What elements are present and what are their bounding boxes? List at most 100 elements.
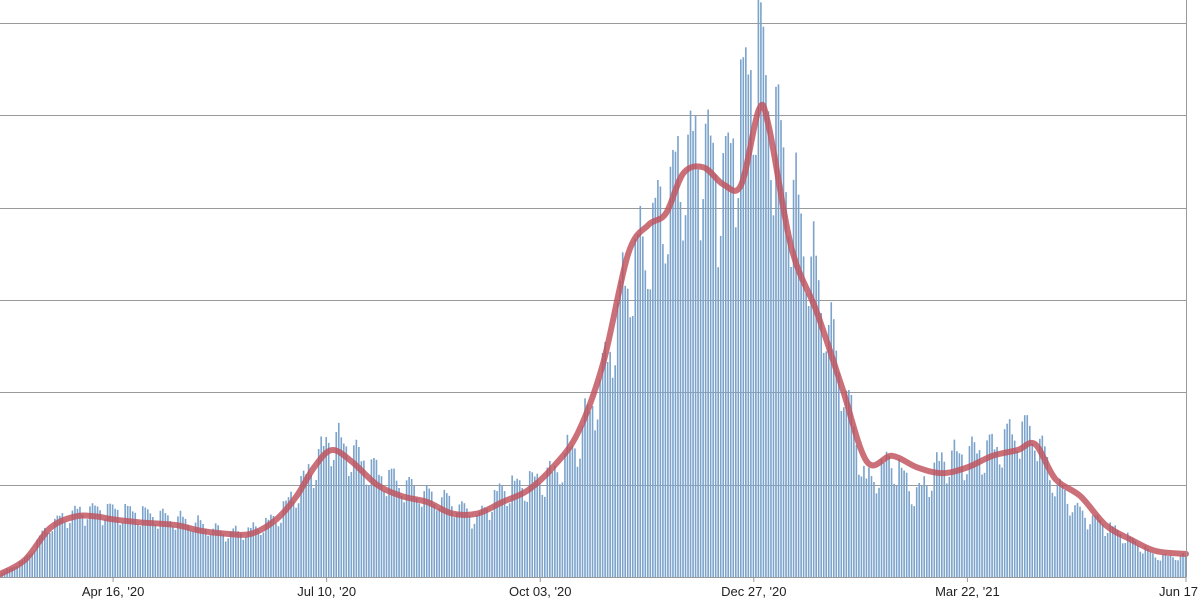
bar	[398, 488, 400, 577]
bar	[403, 502, 405, 577]
bar	[23, 557, 26, 577]
bar	[290, 491, 292, 577]
bar	[662, 244, 664, 577]
bar	[810, 256, 812, 577]
bar	[365, 484, 368, 577]
bar	[1121, 543, 1124, 577]
bar	[611, 377, 614, 577]
bar	[179, 510, 182, 577]
bar	[920, 485, 923, 577]
bar	[576, 466, 579, 577]
bar	[415, 498, 418, 577]
x-tick-label: Mar 22, '21	[935, 584, 1000, 599]
bar	[483, 507, 486, 577]
bar	[131, 511, 134, 577]
bar	[1033, 450, 1036, 577]
bar	[910, 504, 913, 577]
bar	[569, 447, 571, 577]
bar	[209, 534, 212, 577]
bar	[16, 566, 18, 577]
bar	[729, 143, 732, 577]
bar	[302, 470, 305, 577]
bar	[1028, 425, 1031, 577]
bar	[948, 476, 951, 577]
bar	[991, 433, 993, 577]
bar	[687, 134, 689, 577]
bar	[312, 487, 315, 577]
bar	[327, 442, 330, 577]
bar	[267, 519, 270, 577]
bar	[636, 234, 639, 577]
bar	[1169, 555, 1172, 577]
bar	[1081, 510, 1084, 577]
bar	[1114, 525, 1116, 577]
bar	[1036, 461, 1039, 577]
bar	[282, 501, 285, 577]
bar	[1041, 435, 1044, 577]
bar	[1079, 506, 1081, 577]
bar	[496, 491, 498, 577]
bar	[508, 503, 511, 577]
bar	[554, 465, 556, 577]
bar	[780, 120, 782, 578]
bar	[373, 457, 375, 577]
bar	[126, 505, 129, 577]
bar	[322, 445, 325, 577]
bar	[486, 508, 488, 577]
bar	[423, 491, 425, 577]
bar	[757, 0, 760, 578]
bar	[59, 515, 61, 577]
bar	[1016, 450, 1018, 577]
bar	[144, 507, 147, 577]
bar	[74, 505, 76, 577]
bar	[533, 476, 536, 577]
bar	[1091, 515, 1094, 577]
bar	[624, 285, 627, 577]
bar	[619, 280, 621, 577]
bar	[172, 526, 174, 577]
bar	[498, 483, 501, 577]
bar	[119, 524, 121, 577]
gridlines	[0, 23, 1186, 486]
bar	[775, 86, 777, 577]
bar	[1174, 560, 1177, 577]
bar	[1134, 540, 1137, 577]
bar	[559, 484, 561, 577]
bar	[121, 522, 124, 577]
bar	[1157, 559, 1159, 577]
bar	[895, 485, 898, 577]
bar	[471, 528, 473, 577]
bar	[265, 517, 267, 577]
bar	[531, 472, 534, 577]
bar	[727, 132, 730, 577]
bar	[822, 352, 825, 577]
bar	[961, 454, 963, 577]
bar	[476, 515, 478, 577]
bar	[853, 426, 855, 577]
bar	[523, 500, 526, 577]
daily-bars	[0, 0, 1187, 578]
bar	[1018, 458, 1021, 577]
bar	[1084, 517, 1086, 577]
bar	[1137, 545, 1139, 577]
bar	[1119, 534, 1122, 577]
bar	[61, 513, 64, 577]
bar	[400, 496, 403, 577]
bar	[275, 522, 277, 577]
bar	[589, 411, 591, 577]
bar	[84, 525, 86, 577]
bar	[435, 510, 438, 577]
bar	[644, 270, 647, 577]
bar	[106, 503, 109, 577]
bar	[609, 351, 611, 577]
bar	[953, 439, 956, 577]
bar	[277, 526, 280, 577]
bar	[614, 365, 616, 577]
bar	[239, 533, 242, 577]
bar	[870, 476, 873, 577]
bar	[762, 26, 765, 578]
bar	[461, 501, 463, 577]
bar	[46, 532, 49, 577]
bar	[581, 426, 584, 577]
